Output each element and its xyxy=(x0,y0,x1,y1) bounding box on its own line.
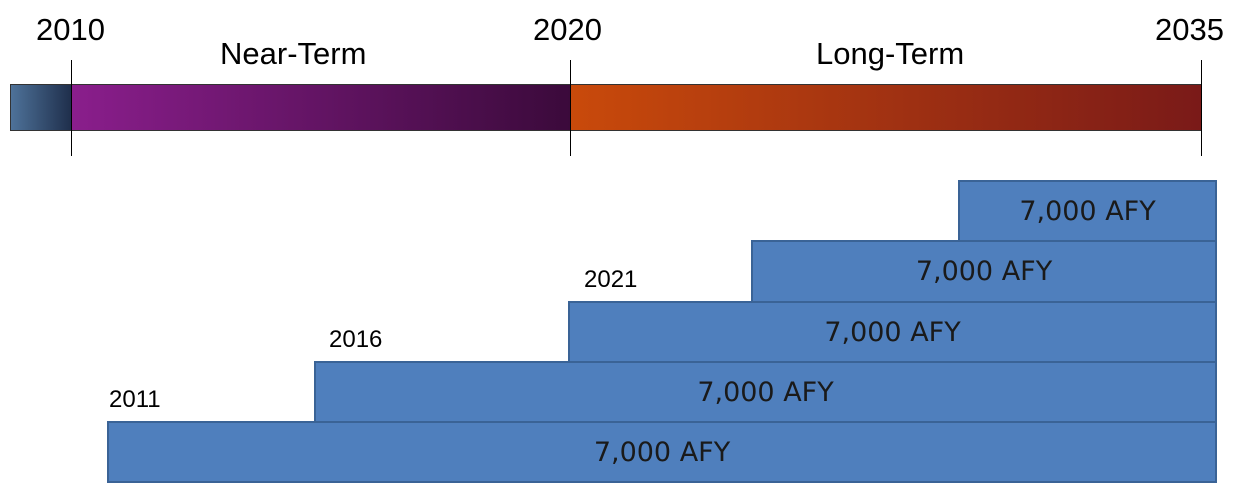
year-label-2020: 2020 xyxy=(533,12,602,47)
year-label-2035: 2035 xyxy=(1155,12,1224,47)
step-block-5: 7,000 AFY xyxy=(958,180,1217,242)
timeline-segment-long-term xyxy=(570,84,1202,131)
step-year-label-2016: 2016 xyxy=(329,326,383,353)
step-block-2: 7,000 AFY xyxy=(314,361,1217,423)
step-block-1: 7,000 AFY xyxy=(107,421,1217,483)
timeline-segment-pre xyxy=(10,84,71,131)
phase-label-near-term: Near-Term xyxy=(220,36,367,71)
tick-2020 xyxy=(570,60,571,156)
tick-2010 xyxy=(71,60,72,156)
step-block-4: 7,000 AFY xyxy=(751,240,1217,303)
tick-2035 xyxy=(1201,60,1202,156)
phase-label-long-term: Long-Term xyxy=(816,36,965,71)
step-year-label-2011: 2011 xyxy=(109,386,161,413)
year-label-2010: 2010 xyxy=(36,12,105,47)
timeline-segment-near-term xyxy=(71,84,570,131)
step-block-3: 7,000 AFY xyxy=(568,301,1217,363)
step-year-label-2021: 2021 xyxy=(584,266,638,293)
